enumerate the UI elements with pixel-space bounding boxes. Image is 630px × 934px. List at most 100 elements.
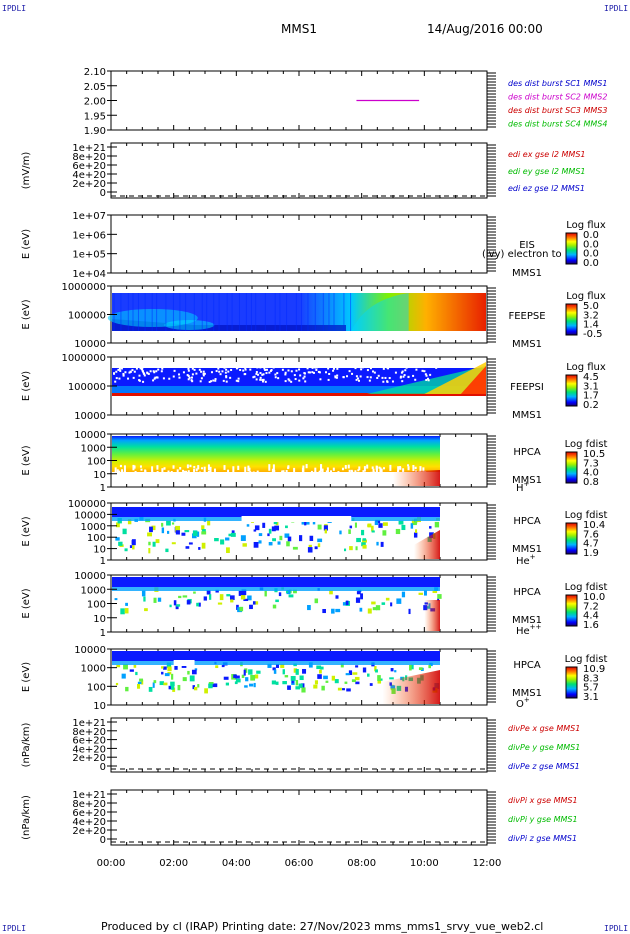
flux-patch	[175, 525, 181, 532]
y-tick-label: 1e+06	[72, 230, 106, 241]
flux-patch	[317, 543, 321, 548]
speckle	[290, 370, 293, 373]
y-tick-label: 10000	[74, 510, 106, 521]
flux-patch	[193, 591, 196, 594]
speckle	[244, 466, 247, 474]
y-tick-label: 1e+07	[72, 211, 106, 222]
speckle	[269, 369, 272, 372]
y-tick-label: 10000	[74, 571, 106, 582]
speckle	[282, 470, 285, 473]
speckle	[214, 379, 217, 382]
speckle	[348, 469, 351, 477]
flux-patch	[163, 682, 168, 686]
flux-patch	[115, 537, 120, 541]
flux-patch	[137, 681, 142, 685]
flux-patch	[362, 538, 367, 541]
speckle	[402, 375, 405, 378]
speckle	[191, 380, 194, 383]
flux-patch	[314, 546, 318, 550]
flux-patch	[182, 677, 187, 682]
speckle	[299, 374, 302, 377]
speckle	[344, 465, 347, 469]
speckle	[294, 378, 297, 381]
speckle	[132, 376, 135, 379]
speckle	[153, 371, 156, 374]
flux-patch	[198, 547, 201, 550]
speckle	[325, 470, 328, 477]
y-tick-label: 1e+05	[72, 250, 106, 261]
speckle	[303, 375, 306, 378]
colorbar-tick-label: 10.4	[583, 520, 605, 531]
flux-patch	[295, 679, 299, 686]
speckle	[133, 370, 136, 373]
flux-patch	[182, 595, 188, 598]
speckle	[319, 470, 322, 478]
speckle	[320, 464, 323, 470]
speckle	[400, 371, 403, 374]
speckle	[217, 367, 220, 370]
flux-patch	[245, 677, 249, 682]
flux-patch	[225, 537, 230, 541]
speckle	[369, 367, 372, 370]
speckle	[263, 367, 266, 370]
speckle	[287, 378, 290, 381]
speckle	[293, 365, 296, 368]
flux-patch	[194, 668, 198, 671]
flux-patch	[304, 520, 307, 526]
speckle	[151, 470, 154, 475]
flux-patch	[331, 608, 335, 614]
footer-info: Produced by cl (IRAP) Printing date: 27/…	[101, 920, 544, 933]
y-tick-label: 1e+21	[72, 143, 106, 154]
speckle	[422, 467, 425, 474]
instrument-label: FEEPSE	[508, 311, 545, 322]
corner-label-br: IPDLI	[604, 924, 629, 933]
speckle	[287, 465, 290, 469]
speckle	[369, 376, 372, 379]
speckle	[336, 374, 339, 377]
flux-patch	[293, 589, 297, 594]
legend-entry: divPe z gse MMS1	[508, 762, 580, 771]
flux-patch	[214, 538, 219, 542]
flux-patch	[144, 608, 148, 612]
flux-patch	[323, 525, 328, 531]
y-tick-label: 10	[93, 545, 106, 556]
speckle	[155, 370, 158, 373]
speckle	[272, 366, 275, 369]
spacecraft-label: MMS1	[512, 615, 542, 626]
flux-patch	[148, 686, 153, 692]
speckle	[311, 371, 314, 374]
y-tick-label: 10	[93, 614, 106, 625]
flux-patch	[197, 684, 200, 688]
flux-patch	[415, 529, 418, 533]
x-tick-label: 06:00	[285, 858, 314, 869]
flux-patch	[401, 524, 406, 531]
flux-patch	[163, 666, 167, 670]
colorbar-tick-label: 0.8	[583, 477, 599, 488]
flux-patch	[225, 682, 230, 686]
speckle	[259, 372, 262, 375]
y-tick-label: 1000	[81, 522, 106, 533]
colorbar-tick-label: 0.2	[583, 400, 599, 411]
flux-patch	[136, 684, 141, 689]
flux-patch	[343, 548, 347, 552]
flux-patch	[356, 591, 361, 595]
flux-patch	[411, 519, 415, 525]
flux-patch	[241, 589, 247, 596]
speckle	[127, 377, 130, 380]
flux-patch	[394, 670, 397, 673]
flux-patch	[286, 541, 290, 547]
flux-patch	[308, 544, 312, 548]
speckle	[372, 468, 375, 474]
flux-patch	[125, 602, 128, 606]
speckle	[288, 365, 291, 368]
speckle	[253, 375, 256, 378]
speckle	[237, 380, 240, 383]
flux-patch	[292, 546, 298, 550]
flux-patch	[334, 679, 339, 684]
speckle	[163, 467, 166, 470]
flux-patch	[352, 672, 358, 675]
speckle	[193, 465, 196, 469]
speckle	[314, 467, 317, 473]
speckle	[124, 371, 127, 374]
speckle	[348, 370, 351, 373]
